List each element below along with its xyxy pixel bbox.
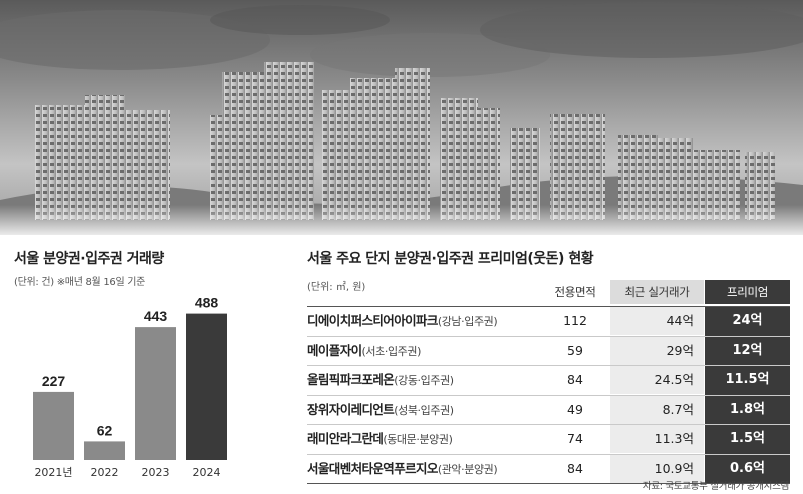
table-row: 래미안라그란데(동대문·분양권) 74 11.3억 1.5억 bbox=[307, 425, 790, 455]
premium-cell: 12억 bbox=[705, 336, 790, 365]
header-price: 최근 실거래가 bbox=[610, 280, 704, 304]
premium-cell: 11.5억 bbox=[705, 366, 790, 395]
bar-3 bbox=[186, 313, 227, 460]
bar-value-label: 62 bbox=[97, 422, 113, 438]
volume-bar-chart: 227 2021년 62 2022 443 2023 488 2024 bbox=[33, 295, 227, 479]
table-row: 디에이치퍼스티어아이파크(강남·입주권) 112 44억 24억 bbox=[307, 307, 790, 337]
table-row: 올림픽파크포레온(강동·입주권) 84 24.5억 11.5억 bbox=[307, 366, 790, 396]
table-row: 메이플자이(서초·입주권) 59 29억 12억 bbox=[307, 336, 790, 366]
complex-name: 장위자이레디언트(성북·입주권) bbox=[307, 401, 454, 417]
category-label: 2024 bbox=[193, 466, 221, 479]
area-cell: 84 bbox=[567, 372, 583, 387]
left-chart-unit-note: (단위: 건) ※매년 8월 16일 기준 bbox=[14, 277, 146, 288]
category-label: 2022 bbox=[91, 466, 119, 479]
price-cell: 44억 bbox=[610, 307, 704, 335]
price-cell: 10.9억 bbox=[610, 454, 704, 483]
complex-name: 래미안라그란데(동대문·분양권) bbox=[307, 431, 453, 446]
bar-1 bbox=[84, 441, 125, 460]
area-cell: 49 bbox=[567, 401, 583, 417]
price-cell: 8.7억 bbox=[610, 395, 704, 424]
complex-name: 메이플자이(서초·입주권) bbox=[307, 342, 421, 358]
source-note: 자료: 국토교통부 실거래가 공개시스템 bbox=[642, 481, 789, 492]
table-unit-note: (단위: ㎡, 원) bbox=[307, 282, 366, 293]
premium-cell: 1.5억 bbox=[705, 425, 790, 454]
table-row: 서울대벤처타운역푸르지오(관악·분양권) 84 10.9억 0.6억 bbox=[307, 454, 790, 484]
complex-name: 디에이치퍼스티어아이파크(강남·입주권) bbox=[307, 313, 498, 328]
price-cell: 11.3억 bbox=[610, 425, 704, 453]
premium-table: 디에이치퍼스티어아이파크(강남·입주권) 112 44억 24억 메이플자이(서… bbox=[307, 306, 790, 484]
complex-name: 올림픽파크포레온(강동·입주권) bbox=[307, 372, 454, 387]
area-cell: 84 bbox=[567, 460, 583, 476]
area-cell: 74 bbox=[567, 431, 583, 446]
price-cell: 29억 bbox=[610, 336, 704, 365]
category-label: 2021년 bbox=[34, 466, 72, 479]
premium-cell: 0.6억 bbox=[705, 454, 790, 483]
price-cell: 24.5억 bbox=[610, 366, 704, 394]
category-label: 2023 bbox=[142, 466, 170, 479]
bar-2 bbox=[135, 327, 176, 460]
bar-value-label: 488 bbox=[195, 295, 219, 311]
header-premium: 프리미엄 bbox=[705, 280, 790, 304]
premium-cell: 24억 bbox=[705, 307, 790, 336]
left-chart-title: 서울 분양권·입주권 거래량 bbox=[14, 251, 164, 267]
bar-value-label: 443 bbox=[144, 308, 168, 324]
complex-name: 서울대벤처타운역푸르지오(관악·분양권) bbox=[307, 460, 498, 476]
apartment-skyline-photo bbox=[0, 0, 803, 235]
table-row: 장위자이레디언트(성북·입주권) 49 8.7억 1.8억 bbox=[307, 395, 790, 425]
bar-0 bbox=[33, 391, 74, 460]
bar-value-label: 227 bbox=[42, 373, 66, 389]
table-title: 서울 주요 단지 분양권·입주권 프리미엄(웃돈) 현황 bbox=[307, 251, 594, 267]
header-area: 전용면적 bbox=[540, 280, 610, 304]
premium-cell: 1.8억 bbox=[705, 395, 790, 424]
area-cell: 112 bbox=[563, 313, 587, 328]
area-cell: 59 bbox=[567, 342, 583, 358]
